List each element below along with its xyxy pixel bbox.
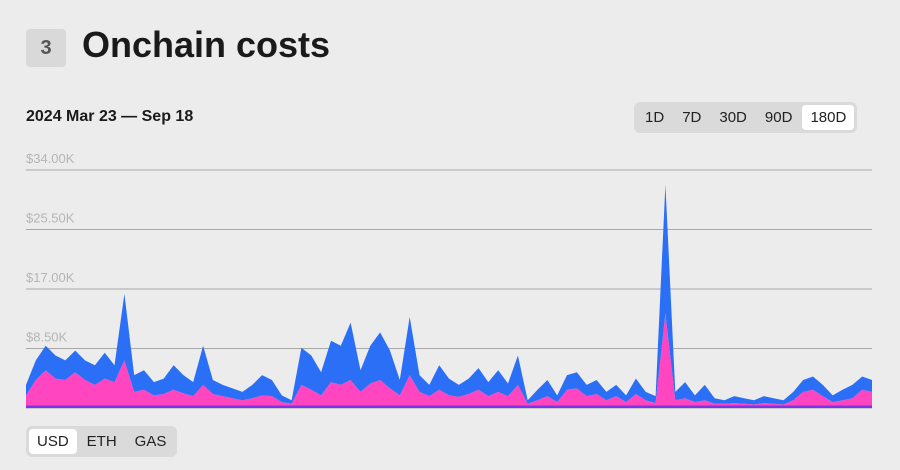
date-range: 2024 Mar 23 — Sep 18: [26, 108, 194, 125]
option-button[interactable]: 7D: [682, 109, 702, 126]
option-button[interactable]: 30D: [719, 109, 747, 126]
area-series: [26, 184, 872, 405]
area-series: [26, 405, 872, 408]
option-button[interactable]: 180D: [802, 105, 855, 130]
option-button[interactable]: ETH: [86, 433, 117, 450]
option-button[interactable]: 90D: [764, 109, 793, 126]
option-button[interactable]: GAS: [134, 433, 167, 450]
range-selector: 1D 7D 30D 90D 180D: [634, 102, 858, 133]
y-tick-label: $17.00K: [26, 270, 75, 285]
section-number: 3: [26, 29, 66, 67]
y-tick-label: $34.00K: [26, 151, 75, 166]
y-tick-label: $8.50K: [26, 330, 68, 345]
unit-selector: USD ETH GAS: [26, 426, 178, 457]
section-title: Onchain costs: [82, 24, 331, 65]
area-series: [26, 313, 872, 406]
option-button[interactable]: 1D: [645, 109, 665, 126]
option-button[interactable]: USD: [29, 429, 77, 454]
y-tick-label: $25.50K: [26, 211, 75, 226]
